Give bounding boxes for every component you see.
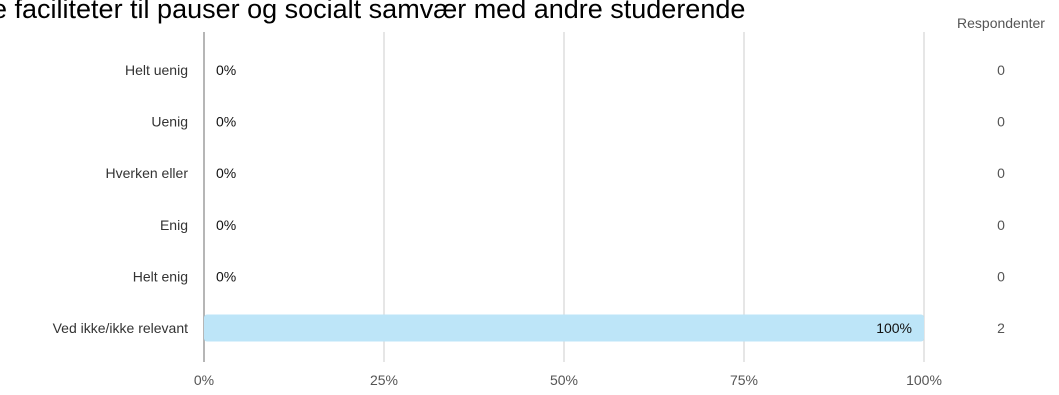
value-label: 0% bbox=[216, 114, 236, 130]
x-tick-label: 25% bbox=[370, 372, 398, 388]
value-label: 0% bbox=[216, 165, 236, 181]
value-label: 0% bbox=[216, 62, 236, 78]
category-label: Uenig bbox=[151, 114, 188, 130]
x-tick-label: 100% bbox=[906, 372, 942, 388]
x-tick-label: 0% bbox=[194, 372, 214, 388]
x-tick-label: 75% bbox=[730, 372, 758, 388]
value-label: 0% bbox=[216, 217, 236, 233]
respondent-count: 0 bbox=[997, 165, 1005, 181]
category-label: Ved ikke/ikke relevant bbox=[53, 320, 189, 336]
respondent-count: 2 bbox=[997, 320, 1005, 336]
value-label: 100% bbox=[876, 320, 912, 336]
value-label: 0% bbox=[216, 268, 236, 284]
labels: 0% 25% 50% 75% 100% Helt uenig 0% 0 Uenig 0% 0 Hver… bbox=[53, 62, 1006, 388]
grid-lines bbox=[203, 32, 925, 362]
respondent-count: 0 bbox=[997, 268, 1005, 284]
x-tick-label: 50% bbox=[550, 372, 578, 388]
category-label: Enig bbox=[160, 217, 188, 233]
respondent-count: 0 bbox=[997, 114, 1005, 130]
category-label: Helt uenig bbox=[125, 62, 188, 78]
respondents-header: Respondenter bbox=[957, 15, 1045, 31]
chart-title: e faciliteter til pauser og socialt samv… bbox=[0, 0, 745, 24]
category-label: Helt enig bbox=[133, 268, 188, 284]
respondent-count: 0 bbox=[997, 62, 1005, 78]
bars bbox=[204, 314, 924, 342]
bar bbox=[204, 314, 924, 342]
respondent-count: 0 bbox=[997, 217, 1005, 233]
category-label: Hverken eller bbox=[106, 165, 189, 181]
